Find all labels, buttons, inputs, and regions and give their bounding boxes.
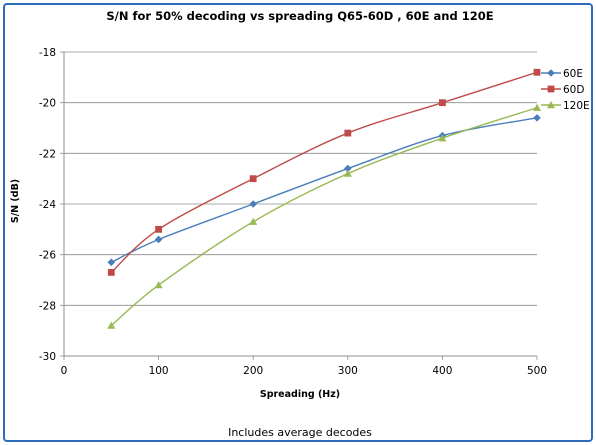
x-tick-label: 200 [243,365,263,377]
legend-label: 60D [563,84,584,96]
x-tick-label: 300 [338,365,358,377]
y-tick-label: -26 [39,250,56,262]
data-point-60e [154,235,163,244]
y-axis-title: S/N (dB) [10,179,21,223]
data-point-120e [533,103,541,111]
legend-marker [547,85,555,93]
chart-title: S/N for 50% decoding vs spreading Q65-60… [106,9,493,23]
x-axis-title: Spreading (Hz) [260,389,340,400]
series-line-120e [110,107,538,327]
y-tick-label: -28 [39,300,56,312]
y-tick-label: -20 [39,98,56,110]
legend-item-120e: 120E [541,100,590,112]
data-point-120e [154,281,163,289]
data-point-60e [107,258,116,267]
legend-marker [547,101,555,109]
gridlines [64,51,537,306]
chart-frame [3,3,593,442]
data-point-60e [533,114,541,122]
x-tick-label: 0 [61,365,68,377]
footnote: Includes average decodes [228,426,372,439]
legend: 60E 60D 120E [541,68,590,112]
data-point-60d [155,225,162,233]
x-tick-label: 100 [149,365,169,377]
y-tick-label: -30 [39,351,56,363]
legend-item-60e: 60E [541,68,583,80]
data-point-120e [343,169,352,177]
data-point-120e [438,134,447,142]
x-tick-label: 500 [527,365,547,377]
legend-marker [547,69,555,77]
data-point-60d [533,68,541,76]
data-point-60d [344,129,352,137]
data-point-60d [249,175,257,183]
data-point-60d [107,269,115,276]
series-60e [107,114,541,267]
y-tick-label: -22 [39,148,56,160]
series-60d [107,68,541,276]
y-tick-label: -24 [39,199,56,211]
data-point-120e [249,217,258,225]
legend-item-60d: 60D [541,84,584,96]
data-point-60e [344,164,352,173]
data-point-60e [249,200,257,208]
x-tick-label: 400 [432,365,452,377]
series-line-60e [110,117,538,263]
legend-label: 120E [563,100,590,112]
data-point-60d [439,99,446,107]
axes [60,51,538,360]
series-120e [107,103,541,329]
legend-label: 60E [563,68,583,80]
series-lines [107,68,541,329]
y-tick-label: -18 [39,47,56,59]
data-point-120e [107,321,116,329]
tick-labels: -30 -28 -26 -24 -22 -20 -18 0 100 200 300 400 500 [39,47,547,377]
